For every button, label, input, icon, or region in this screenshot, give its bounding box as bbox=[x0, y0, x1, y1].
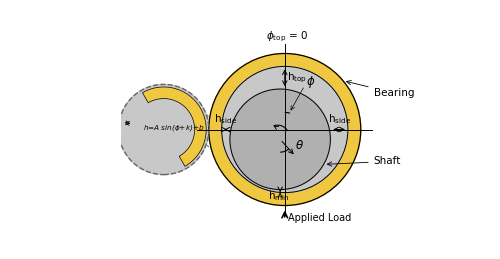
Polygon shape bbox=[142, 87, 206, 166]
Text: Bearing: Bearing bbox=[346, 80, 414, 98]
Circle shape bbox=[230, 89, 330, 190]
Text: h$_{\mathsf{top}}$: h$_{\mathsf{top}}$ bbox=[288, 70, 308, 85]
Text: h$_{\mathsf{min}}$: h$_{\mathsf{min}}$ bbox=[268, 190, 289, 204]
Circle shape bbox=[118, 84, 209, 175]
Text: $\phi_{\rm top}$ = 0: $\phi_{\rm top}$ = 0 bbox=[266, 30, 308, 45]
Text: $\phi$: $\phi$ bbox=[306, 74, 316, 90]
Text: h$_{\mathsf{side}}$: h$_{\mathsf{side}}$ bbox=[328, 113, 350, 126]
Text: $\theta$: $\theta$ bbox=[295, 139, 304, 152]
Text: h$_{\mathsf{side}}$: h$_{\mathsf{side}}$ bbox=[214, 113, 238, 126]
Text: Shaft: Shaft bbox=[328, 156, 401, 167]
Circle shape bbox=[222, 66, 348, 193]
Circle shape bbox=[209, 54, 361, 205]
Text: Applied Load: Applied Load bbox=[288, 213, 351, 223]
Text: h=A sin($\phi$+k)+b: h=A sin($\phi$+k)+b bbox=[143, 123, 204, 133]
